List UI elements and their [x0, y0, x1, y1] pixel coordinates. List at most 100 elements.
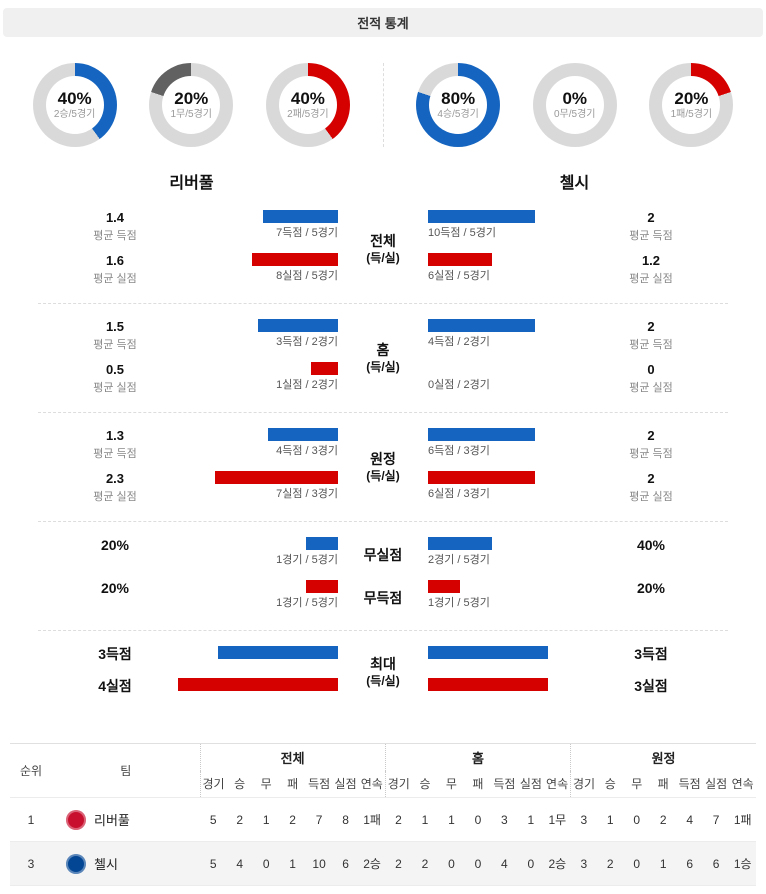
donut-record: 2패/5경기 [287, 109, 329, 120]
clean-sheet-bar [428, 537, 492, 550]
avg-conceded-right: 1.2 평균 실점 [591, 253, 711, 288]
scored-bar [258, 319, 338, 332]
stat-value: 3실점 [634, 678, 668, 694]
stat-cell: 2승 [544, 841, 571, 886]
stat-caption: 평균 실점 [629, 491, 673, 503]
col-header: 승 [419, 777, 431, 792]
stat-cell: 1 [597, 797, 624, 842]
section-subtitle: (득/실) [366, 674, 400, 688]
scoreless-bar-right: 1경기 / 5경기 [428, 580, 591, 615]
donut-center: 80% 4승/5경기 [429, 76, 488, 134]
section-title: 홈 [376, 342, 390, 358]
stat-cell: 5 [200, 797, 227, 842]
donut-record: 2승/5경기 [53, 109, 96, 120]
col-header: 패 [657, 777, 669, 792]
col-header: 패 [472, 777, 484, 792]
donut-percent: 20% [174, 89, 209, 108]
chelsea-logo-icon [66, 853, 86, 874]
section-overall: 1.4 평균 득점 7득점 / 5경기 전체 (득/실) 10득점 / 5경기 … [0, 195, 766, 303]
bar-caption: 6실점 / 5경기 [428, 270, 490, 282]
avg-conceded-right: 0 평균 실점 [591, 362, 711, 397]
group-header-away: 원정 [570, 743, 756, 771]
clean-sheet-bar [306, 537, 338, 550]
stat-cell: 1패 [358, 797, 386, 842]
stat-value: 20% [636, 580, 666, 596]
stat-cell: 4 [226, 841, 253, 886]
stat-cell: 3 [570, 841, 598, 886]
team-names: 리버풀 첼시 [0, 173, 766, 195]
liverpool-donut-group: 40% 2승/5경기 20% 1무/5경기 40% 2패/5경기 [0, 63, 383, 147]
stat-cell: 8 [332, 797, 359, 842]
max-conceded-bar [428, 678, 548, 691]
stat-cell: 0 [623, 797, 650, 842]
section-divider [38, 521, 728, 522]
scored-bar [268, 428, 338, 441]
conceded-bar [428, 253, 492, 266]
bar-caption: 2경기 / 5경기 [428, 554, 490, 566]
group-header-home: 홈 [384, 743, 571, 771]
scored-bar-right: 10득점 / 5경기 [428, 210, 591, 245]
page-title: 전적 통계 [3, 8, 763, 37]
donut-center: 20% 1패/5경기 [662, 76, 721, 134]
stat-cell: 2승 [358, 841, 386, 886]
row-title: 무실점 [363, 546, 403, 563]
conceded-bar-left: 7실점 / 3경기 [175, 471, 338, 506]
liverpool-win-donut: 40% 2승/5경기 [32, 63, 117, 147]
stat-caption: 평균 실점 [629, 382, 673, 394]
stat-cell: 2 [385, 797, 412, 842]
section-subtitle: (득/실) [366, 251, 400, 265]
team-name: 리버풀 [94, 813, 130, 828]
bar-caption: 1경기 / 5경기 [276, 554, 338, 566]
stat-cell: 3 [570, 797, 598, 842]
donut-area: 40% 2승/5경기 20% 1무/5경기 40% 2패/5경기 [0, 37, 766, 157]
conceded-bar-right: 6실점 / 5경기 [428, 253, 591, 288]
stat-value: 2.3 [105, 471, 125, 486]
rank-cell: 3 [10, 841, 52, 886]
col-header: 무 [631, 777, 643, 792]
bar-caption: 7실점 / 3경기 [276, 488, 338, 500]
stat-cell: 1 [438, 797, 465, 842]
stat-caption: 평균 득점 [93, 339, 137, 351]
col-header: 경기 [199, 770, 227, 798]
max-conceded-bar [178, 678, 338, 691]
team-cell: 리버풀 [52, 797, 200, 842]
group-header-overall: 전체 [199, 743, 386, 771]
clean-sheet-label: 무실점 [338, 537, 428, 572]
stat-cell: 6 [332, 841, 359, 886]
conceded-bar-right: 6실점 / 3경기 [428, 471, 591, 506]
bar-caption: 1경기 / 5경기 [276, 597, 338, 609]
section-divider [38, 412, 728, 413]
section-divider [38, 303, 728, 304]
bar-caption: 1경기 / 5경기 [428, 597, 490, 609]
stat-cell: 0 [464, 841, 492, 886]
stat-cell: 1 [252, 797, 280, 842]
liverpool-logo-icon [66, 809, 86, 830]
stat-value: 3득점 [634, 646, 668, 662]
stat-value: 2 [647, 319, 655, 334]
section-label: 원정 (득/실) [338, 428, 428, 506]
bar-caption: 6득점 / 3경기 [428, 445, 490, 457]
scored-bar-left: 3득점 / 2경기 [175, 319, 338, 354]
stat-cell: 7 [702, 797, 730, 842]
donut-percent: 40% [57, 89, 92, 108]
donut-percent: 20% [674, 89, 709, 108]
section-home: 1.5 평균 득점 3득점 / 2경기 홈 (득/실) 4득점 / 2경기 2 … [0, 304, 766, 412]
liverpool-draw-donut: 20% 1무/5경기 [149, 63, 234, 147]
section-subtitle: (득/실) [366, 360, 400, 374]
bar-caption: 6실점 / 3경기 [428, 488, 490, 500]
stat-value: 2 [647, 210, 655, 225]
scoreless-bar [306, 580, 338, 593]
col-header: 패 [287, 777, 299, 792]
clean-sheet-bar-left: 1경기 / 5경기 [175, 537, 338, 572]
team-name-liverpool: 리버풀 [169, 175, 214, 192]
max-scored-left: 3득점 [55, 646, 175, 666]
scored-bar-left: 4득점 / 3경기 [175, 428, 338, 463]
col-header: 득점 [308, 777, 331, 792]
donut-record: 1패/5경기 [670, 109, 713, 120]
donut-center: 0% 0무/5경기 [545, 76, 604, 134]
avg-conceded-left: 2.3 평균 실점 [55, 471, 175, 506]
col-header: 연속 [360, 777, 383, 792]
bar-caption: 4득점 / 2경기 [428, 336, 490, 348]
avg-scored-left: 1.4 평균 득점 [55, 210, 175, 245]
stat-cell: 2 [279, 797, 306, 842]
